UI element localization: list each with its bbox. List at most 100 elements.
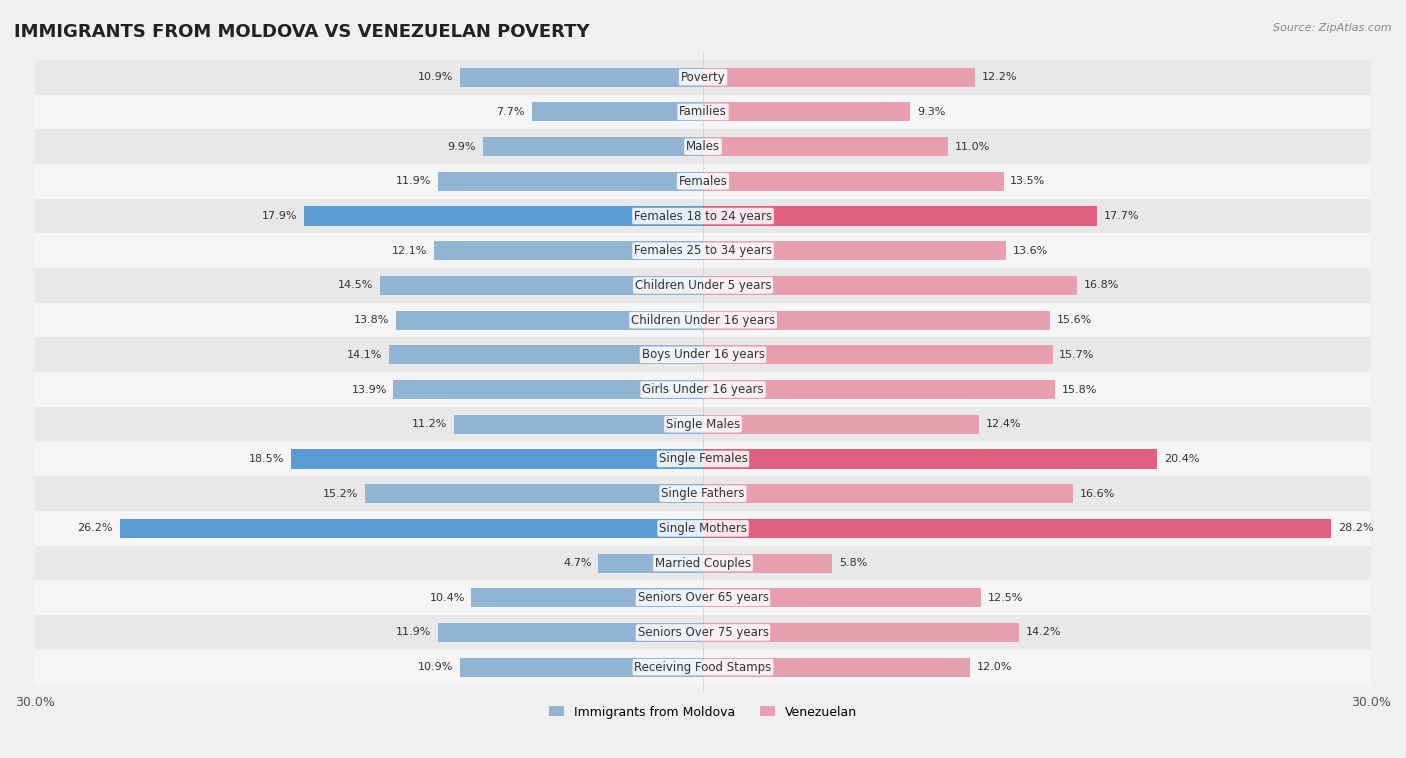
- Bar: [460, 67, 703, 86]
- Bar: [703, 311, 1050, 330]
- Bar: [35, 268, 1371, 302]
- Bar: [35, 60, 1371, 95]
- Bar: [35, 233, 1371, 268]
- Bar: [35, 337, 1371, 372]
- Text: 12.1%: 12.1%: [391, 246, 427, 255]
- Text: Females: Females: [679, 175, 727, 188]
- Text: 11.9%: 11.9%: [396, 177, 432, 186]
- Bar: [439, 172, 703, 191]
- Text: 10.4%: 10.4%: [429, 593, 465, 603]
- Bar: [703, 206, 1097, 226]
- Text: Single Mothers: Single Mothers: [659, 522, 747, 535]
- Text: 14.2%: 14.2%: [1026, 628, 1062, 637]
- Text: 12.4%: 12.4%: [986, 419, 1021, 429]
- Text: Married Couples: Married Couples: [655, 556, 751, 569]
- Text: 13.5%: 13.5%: [1011, 177, 1046, 186]
- Text: Receiving Food Stamps: Receiving Food Stamps: [634, 661, 772, 674]
- Bar: [703, 276, 1077, 295]
- Bar: [35, 511, 1371, 546]
- Text: 28.2%: 28.2%: [1337, 523, 1374, 534]
- Text: 10.9%: 10.9%: [418, 662, 454, 672]
- Text: Single Fathers: Single Fathers: [661, 487, 745, 500]
- Bar: [291, 449, 703, 468]
- Text: Single Females: Single Females: [658, 453, 748, 465]
- Text: 14.1%: 14.1%: [347, 350, 382, 360]
- Text: IMMIGRANTS FROM MOLDOVA VS VENEZUELAN POVERTY: IMMIGRANTS FROM MOLDOVA VS VENEZUELAN PO…: [14, 23, 589, 41]
- Text: 17.7%: 17.7%: [1104, 211, 1139, 221]
- Text: 13.8%: 13.8%: [354, 315, 389, 325]
- Text: 16.6%: 16.6%: [1080, 489, 1115, 499]
- Bar: [703, 449, 1157, 468]
- Bar: [364, 484, 703, 503]
- Bar: [703, 588, 981, 607]
- Text: 11.2%: 11.2%: [412, 419, 447, 429]
- Bar: [703, 241, 1005, 260]
- Text: 15.8%: 15.8%: [1062, 384, 1097, 395]
- Text: 12.2%: 12.2%: [981, 72, 1017, 82]
- Text: 20.4%: 20.4%: [1164, 454, 1199, 464]
- Bar: [703, 658, 970, 677]
- Text: Girls Under 16 years: Girls Under 16 years: [643, 383, 763, 396]
- Bar: [703, 518, 1331, 538]
- Text: Females 25 to 34 years: Females 25 to 34 years: [634, 244, 772, 257]
- Text: 14.5%: 14.5%: [337, 280, 374, 290]
- Bar: [703, 67, 974, 86]
- Bar: [703, 102, 910, 121]
- Legend: Immigrants from Moldova, Venezuelan: Immigrants from Moldova, Venezuelan: [544, 700, 862, 724]
- Bar: [433, 241, 703, 260]
- Text: Females 18 to 24 years: Females 18 to 24 years: [634, 209, 772, 223]
- Text: 15.2%: 15.2%: [322, 489, 359, 499]
- Bar: [35, 407, 1371, 442]
- Bar: [394, 380, 703, 399]
- Text: Children Under 5 years: Children Under 5 years: [634, 279, 772, 292]
- Text: 11.9%: 11.9%: [396, 628, 432, 637]
- Text: Seniors Over 65 years: Seniors Over 65 years: [637, 591, 769, 604]
- Bar: [35, 164, 1371, 199]
- Bar: [703, 137, 948, 156]
- Bar: [35, 130, 1371, 164]
- Bar: [35, 546, 1371, 581]
- Text: 9.9%: 9.9%: [447, 142, 475, 152]
- Bar: [35, 199, 1371, 233]
- Bar: [599, 553, 703, 572]
- Text: 9.3%: 9.3%: [917, 107, 945, 117]
- Text: Source: ZipAtlas.com: Source: ZipAtlas.com: [1274, 23, 1392, 33]
- Text: 26.2%: 26.2%: [77, 523, 112, 534]
- Bar: [304, 206, 703, 226]
- Bar: [380, 276, 703, 295]
- Bar: [703, 623, 1019, 642]
- Bar: [460, 658, 703, 677]
- Text: 13.6%: 13.6%: [1012, 246, 1047, 255]
- Text: Children Under 16 years: Children Under 16 years: [631, 314, 775, 327]
- Bar: [439, 623, 703, 642]
- Text: 12.5%: 12.5%: [988, 593, 1024, 603]
- Bar: [471, 588, 703, 607]
- Text: 16.8%: 16.8%: [1084, 280, 1119, 290]
- Bar: [35, 615, 1371, 650]
- Bar: [35, 95, 1371, 130]
- Text: 5.8%: 5.8%: [839, 558, 868, 568]
- Bar: [35, 442, 1371, 476]
- Bar: [35, 581, 1371, 615]
- Bar: [703, 553, 832, 572]
- Bar: [454, 415, 703, 434]
- Bar: [389, 346, 703, 365]
- Text: 13.9%: 13.9%: [352, 384, 387, 395]
- Bar: [703, 346, 1053, 365]
- Bar: [120, 518, 703, 538]
- Text: Males: Males: [686, 140, 720, 153]
- Text: 18.5%: 18.5%: [249, 454, 284, 464]
- Bar: [703, 484, 1073, 503]
- Text: 17.9%: 17.9%: [262, 211, 298, 221]
- Text: Poverty: Poverty: [681, 70, 725, 83]
- Text: 10.9%: 10.9%: [418, 72, 454, 82]
- Bar: [35, 650, 1371, 684]
- Text: Single Males: Single Males: [666, 418, 740, 431]
- Bar: [35, 476, 1371, 511]
- Text: 15.6%: 15.6%: [1057, 315, 1092, 325]
- Text: 12.0%: 12.0%: [977, 662, 1012, 672]
- Text: Seniors Over 75 years: Seniors Over 75 years: [637, 626, 769, 639]
- Text: 15.7%: 15.7%: [1059, 350, 1095, 360]
- Bar: [35, 372, 1371, 407]
- Text: Boys Under 16 years: Boys Under 16 years: [641, 349, 765, 362]
